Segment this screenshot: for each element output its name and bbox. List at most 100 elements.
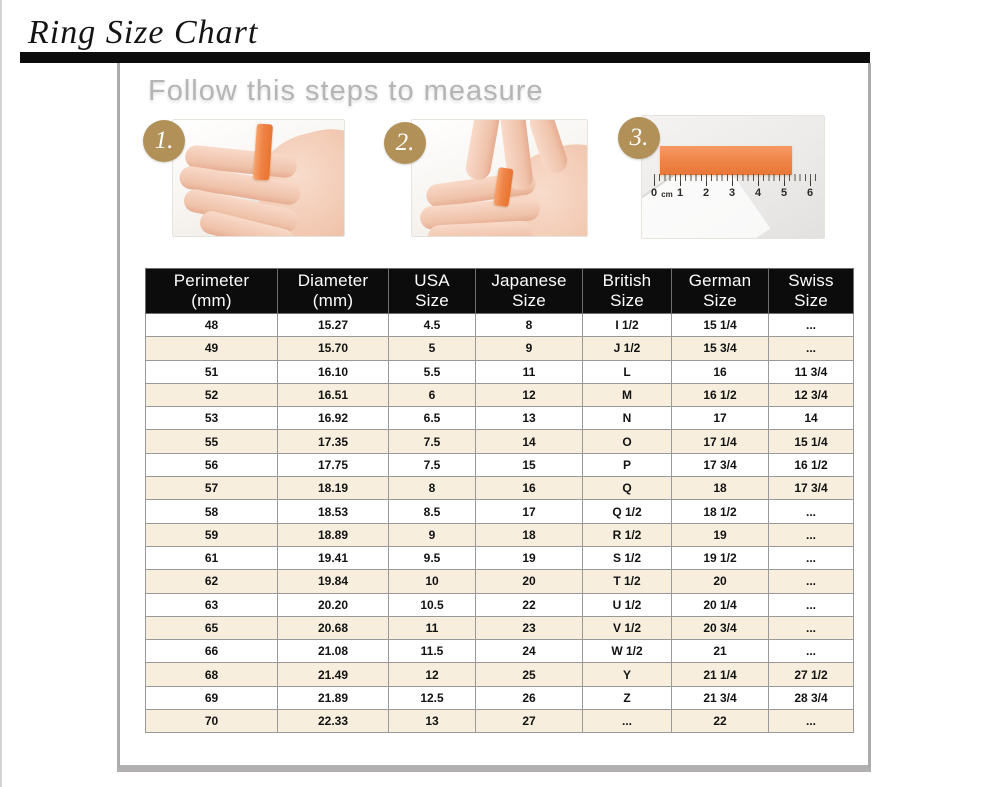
table-cell: ... — [768, 499, 854, 524]
table-cell: Y — [582, 662, 672, 687]
table-cell: 15 1/4 — [768, 429, 854, 454]
table-cell: 11 3/4 — [768, 359, 854, 384]
column-header-diameter: Diameter (mm) — [277, 268, 389, 314]
ruler-minor-ticks — [654, 174, 816, 181]
table-cell: 20.20 — [277, 592, 389, 617]
table-cell: ... — [582, 709, 672, 734]
table-cell: 7.5 — [388, 452, 476, 478]
table-cell: 27 1/2 — [768, 662, 854, 687]
table-cell: U 1/2 — [582, 592, 672, 617]
table-cell: 57 — [145, 476, 278, 501]
column-header-line: Size — [415, 291, 449, 310]
column-header-line: (mm) — [191, 291, 232, 310]
table-row: 63 20.20 10.5 22 U 1/2 20 1/4... — [145, 592, 854, 617]
ruler-label: cm — [661, 190, 673, 199]
table-cell: 18.89 — [277, 522, 389, 547]
table-cell: 12 — [475, 382, 583, 408]
table-cell: V 1/2 — [582, 615, 672, 641]
table-cell: 51 — [145, 359, 278, 384]
table-cell: 49 — [145, 336, 278, 361]
table-cell: 17 3/4 — [768, 476, 854, 501]
table-cell: Z — [582, 685, 672, 711]
table-cell: 17 1/4 — [671, 429, 769, 454]
table-row: 56 17.75 7.5 15 P 17 3/4 16 1/2 — [145, 452, 854, 478]
column-header-british-size: British Size — [582, 268, 672, 314]
table-cell: 28 3/4 — [768, 685, 854, 711]
table-cell: I 1/2 — [582, 312, 672, 338]
column-header-line: USA — [414, 271, 450, 290]
table-cell: 21 — [671, 639, 769, 664]
table-cell: 65 — [145, 615, 278, 641]
table-cell: ... — [768, 522, 854, 547]
table-cell: W 1/2 — [582, 639, 672, 664]
table-cell: 66 — [145, 639, 278, 664]
table-cell: 19 — [671, 522, 769, 547]
table-cell: 13 — [388, 709, 476, 734]
steps-heading: Follow this steps to measure — [148, 75, 544, 107]
table-cell: R 1/2 — [582, 522, 672, 547]
table-cell: L — [582, 359, 672, 384]
column-header-line: Diameter — [297, 271, 369, 290]
table-cell: 56 — [145, 452, 278, 478]
table-cell: 9.5 — [388, 545, 476, 571]
table-cell: 17.75 — [277, 452, 389, 478]
table-cell: P — [582, 452, 672, 478]
step-1-number-badge: 1. — [143, 120, 185, 162]
table-cell: 12 — [388, 662, 476, 687]
table-cell: 9 — [388, 522, 476, 547]
table-cell: 25 — [475, 662, 583, 687]
table-cell: 15.27 — [277, 312, 389, 338]
table-cell: 17 — [475, 499, 583, 524]
table-cell: 14 — [768, 406, 854, 431]
ruler-label: 5 — [780, 187, 788, 199]
table-cell: 13 — [475, 406, 583, 431]
table-cell: 20 — [671, 569, 769, 594]
column-header-german-size: German Size — [671, 268, 769, 314]
page-title: Ring Size Chart — [28, 14, 259, 51]
table-cell: 26 — [475, 685, 583, 711]
title-divider-bar — [20, 52, 870, 63]
table-cell: Q — [582, 476, 672, 501]
table-cell: 11 — [388, 615, 476, 641]
table-cell: 15 — [475, 452, 583, 478]
table-cell: 15 1/4 — [671, 312, 769, 338]
table-cell: 20.68 — [277, 615, 389, 641]
table-cell: 18 — [671, 476, 769, 501]
table-cell: 69 — [145, 685, 278, 711]
table-row: 51 16.10 5.5 11 L 16 11 3/4 — [145, 359, 854, 384]
table-cell: ... — [768, 336, 854, 361]
table-cell: ... — [768, 569, 854, 594]
table-cell: 6 — [388, 382, 476, 408]
table-cell: 6.5 — [388, 406, 476, 431]
table-cell: 8 — [475, 312, 583, 338]
finger-shape — [463, 120, 502, 182]
table-row: 59 18.89 9 18 R 1/2 19... — [145, 522, 854, 547]
column-header-line: German — [688, 271, 752, 290]
table-cell: 8 — [388, 476, 476, 501]
table-cell: 15.70 — [277, 336, 389, 361]
table-cell: T 1/2 — [582, 569, 672, 594]
table-row: 69 21.89 12.5 26 Z 21 3/4 28 3/4 — [145, 685, 854, 711]
ruler-ticks — [654, 174, 816, 186]
table-row: 68 21.49 12 25 Y 21 1/4 27 1/2 — [145, 662, 854, 687]
page-left-edge-line — [0, 0, 2, 787]
table-cell: 21.49 — [277, 662, 389, 687]
ruler-label: 3 — [728, 187, 736, 199]
table-cell: 58 — [145, 499, 278, 524]
table-cell: 62 — [145, 569, 278, 594]
table-cell: 16 — [475, 476, 583, 501]
table-cell: 21 1/4 — [671, 662, 769, 687]
table-row: 65 20.68 11 23 V 1/2 20 3/4... — [145, 615, 854, 641]
column-header-line: (mm) — [312, 291, 354, 310]
column-header-perimeter: Perimeter (mm) — [145, 268, 278, 314]
table-cell: 20 — [475, 569, 583, 594]
table-cell: 19.41 — [277, 545, 389, 571]
table-cell: 5.5 — [388, 359, 476, 384]
table-cell: 16 1/2 — [671, 382, 769, 408]
table-cell: 52 — [145, 382, 278, 408]
table-header-row: Perimeter (mm) Diameter (mm) USA Size Japan… — [145, 268, 854, 314]
column-header-usa-size: USA Size — [388, 268, 476, 314]
ruler-label: 1 — [676, 187, 684, 199]
step-3-number-badge: 3. — [618, 117, 660, 159]
table-cell: 8.5 — [388, 499, 476, 524]
